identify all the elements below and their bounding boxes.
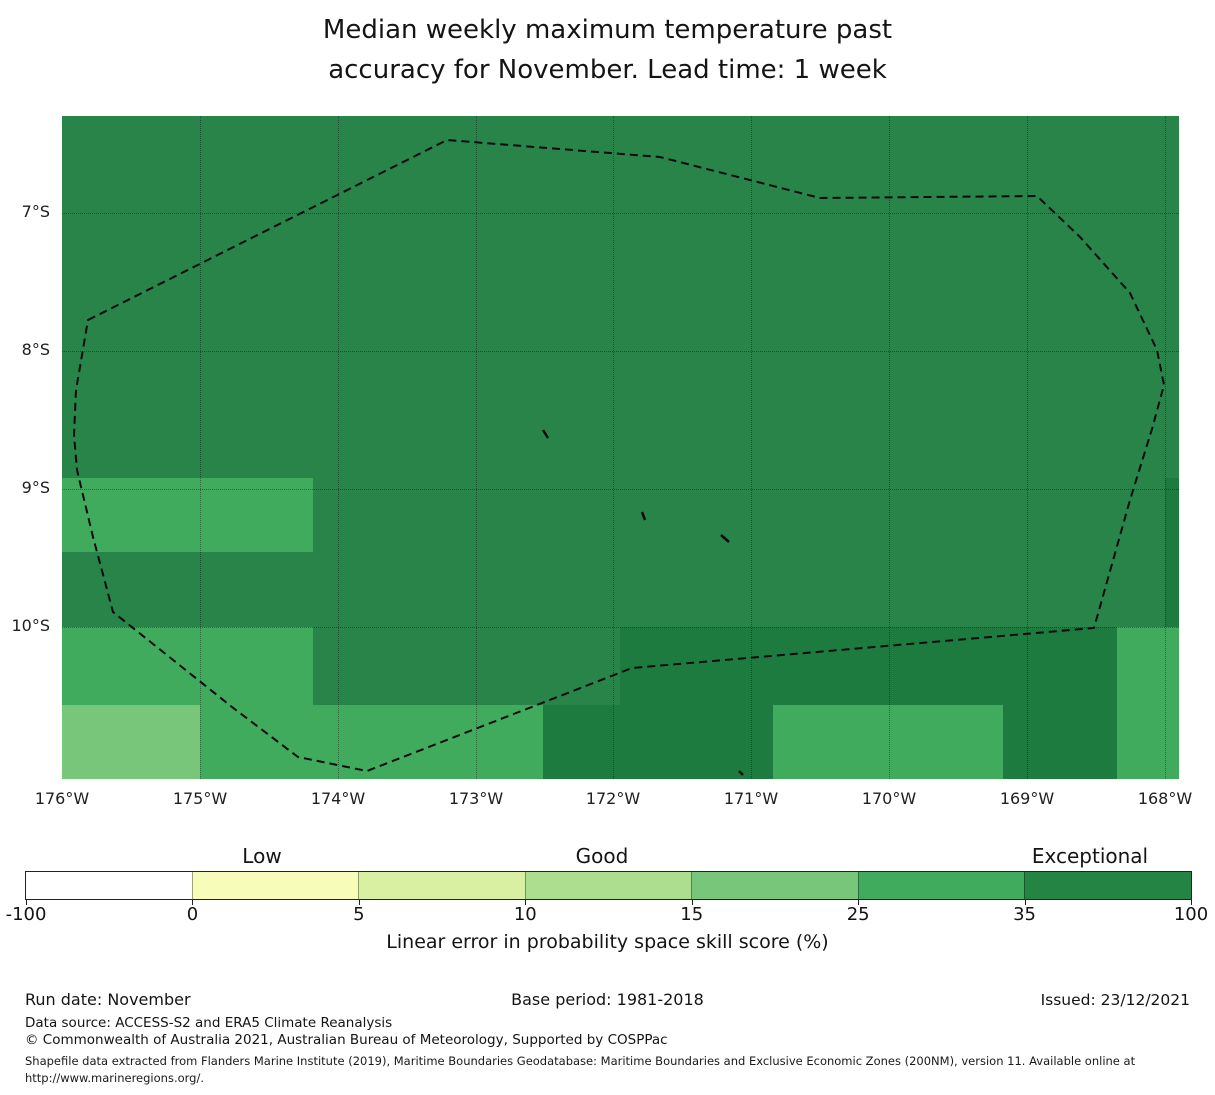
map-cell-light-skill-25-35 xyxy=(200,705,543,779)
colorbar-ticklabel--100: -100 xyxy=(5,904,47,925)
lon-tick-label-171°W: 171°W xyxy=(723,789,779,808)
gridline-lon-174°W xyxy=(338,116,339,779)
data-source-text: Data source: ACCESS-S2 and ERA5 Climate … xyxy=(25,1015,393,1031)
chart-title-line2: accuracy for November. Lead time: 1 week xyxy=(328,55,887,85)
footer-row: Run date: November Base period: 1981-201… xyxy=(25,990,1190,1010)
island-mark-1 xyxy=(541,429,550,439)
map-cell-light-skill-25-35 xyxy=(773,705,1003,779)
colorbar-caption: Linear error in probability space skill … xyxy=(386,931,829,953)
colorbar-tickmark--100 xyxy=(26,899,27,905)
island-mark-3 xyxy=(720,534,730,543)
colorbar-segment-25-to-35 xyxy=(857,872,1025,899)
gridline-lon-168°W xyxy=(1165,116,1166,779)
gridline-lon-171°W xyxy=(751,116,752,779)
lon-tick-label-175°W: 175°W xyxy=(172,789,228,808)
eez-dashed-boundary xyxy=(72,138,1166,773)
colorbar-segment-35-to-100 xyxy=(1024,872,1192,899)
gridline-lat-7°S xyxy=(62,213,1179,214)
colorbar-segment-0-to-5 xyxy=(191,872,359,899)
colorbar-tickmark-10 xyxy=(525,899,527,905)
colorbar xyxy=(25,871,1192,900)
eez-boundary-svg xyxy=(72,138,1166,776)
map-cell-dark-skill-35-100 xyxy=(543,705,773,779)
chart-title-line1: Median weekly maximum temperature past xyxy=(322,15,893,45)
map-plot-area xyxy=(62,116,1179,779)
lat-tick-label-7°S: 7°S xyxy=(21,202,50,221)
colorbar-label-low: Low xyxy=(242,844,282,868)
map-cell-light-skill-25-35 xyxy=(1117,627,1179,779)
lon-tick-label-170°W: 170°W xyxy=(861,789,917,808)
colorbar-ticklabel-0: 0 xyxy=(186,904,199,925)
colorbar-tickmark-100 xyxy=(1191,899,1192,905)
shapefile-attribution-text: Shapefile data extracted from Flanders M… xyxy=(25,1054,1136,1085)
map-cell-light-skill-25-35 xyxy=(62,478,313,552)
colorbar-segment--100-to-0 xyxy=(26,872,192,899)
gridline-lon-172°W xyxy=(613,116,614,779)
colorbar-ticklabel-35: 35 xyxy=(1013,904,1037,925)
colorbar-ticklabel-25: 25 xyxy=(846,904,870,925)
colorbar-label-exceptional: Exceptional xyxy=(1031,844,1149,868)
colorbar-tickmark-25 xyxy=(858,899,860,905)
gridline-lat-8°S xyxy=(62,351,1179,352)
gridline-lon-169°W xyxy=(1027,116,1028,779)
colorbar-tickmark-5 xyxy=(358,899,360,905)
colorbar-tickmark-15 xyxy=(691,899,693,905)
colorbar-ticklabel-100: 100 xyxy=(1173,904,1209,925)
lon-tick-label-172°W: 172°W xyxy=(585,789,641,808)
gridline-lat-10°S xyxy=(62,627,1179,628)
gridline-lon-173°W xyxy=(476,116,477,779)
lon-tick-label-168°W: 168°W xyxy=(1137,789,1193,808)
island-mark-2 xyxy=(640,511,647,521)
lon-tick-label-176°W: 176°W xyxy=(34,789,90,808)
colorbar-tickmark-0 xyxy=(192,899,194,905)
base-period-text: Base period: 1981-2018 xyxy=(511,990,704,1009)
colorbar-tickmark-35 xyxy=(1024,899,1026,905)
map-cell-dark-skill-35-100 xyxy=(620,627,1117,705)
map-cell-dark-skill-35-100 xyxy=(1003,705,1117,779)
colorbar-segment-5-to-10 xyxy=(358,872,525,899)
issued-date-text: Issued: 23/12/2021 xyxy=(1040,991,1190,1009)
lat-tick-label-10°S: 10°S xyxy=(11,616,50,635)
island-mark-4 xyxy=(738,770,744,776)
gridline-lon-175°W xyxy=(200,116,201,779)
colorbar-ticklabel-15: 15 xyxy=(680,904,704,925)
lon-tick-label-173°W: 173°W xyxy=(448,789,504,808)
lon-tick-label-174°W: 174°W xyxy=(310,789,366,808)
gridline-lat-9°S xyxy=(62,489,1179,490)
colorbar-segment-15-to-25 xyxy=(691,872,858,899)
gridline-lon-170°W xyxy=(889,116,890,779)
colorbar-ticklabel-5: 5 xyxy=(353,904,365,925)
map-cell-light-skill-25-35 xyxy=(62,627,313,705)
colorbar-label-good: Good xyxy=(575,844,629,868)
map-cell-lighter-skill-15-25 xyxy=(62,705,200,779)
lat-tick-label-9°S: 9°S xyxy=(21,478,50,497)
lat-tick-label-8°S: 8°S xyxy=(21,340,50,359)
colorbar-ticklabel-10: 10 xyxy=(513,904,537,925)
copyright-text: © Commonwealth of Australia 2021, Austra… xyxy=(25,1032,668,1048)
map-cell-dark-skill-35-100 xyxy=(1165,478,1179,627)
colorbar-segment-10-to-15 xyxy=(524,872,692,899)
lon-tick-label-169°W: 169°W xyxy=(999,789,1055,808)
run-date-text: Run date: November xyxy=(25,990,191,1009)
chart-title: Median weekly maximum temperature past a… xyxy=(0,10,1215,90)
